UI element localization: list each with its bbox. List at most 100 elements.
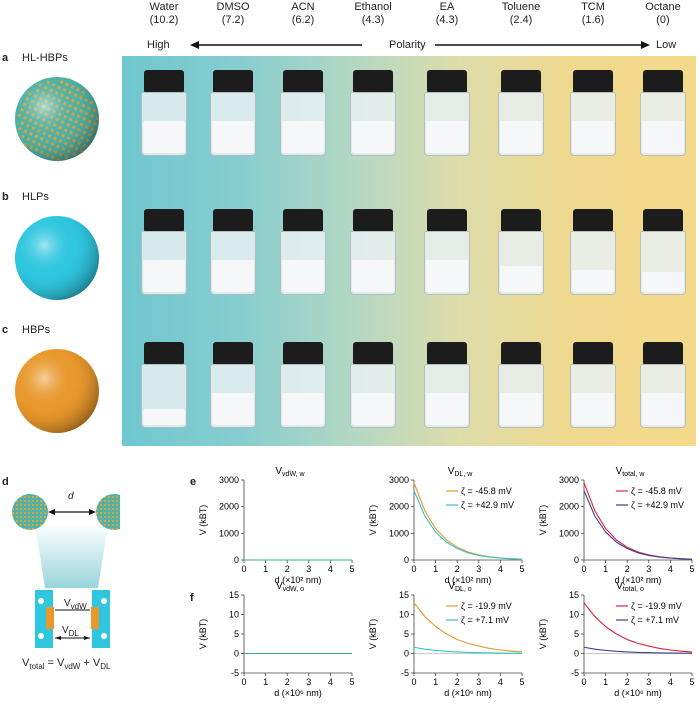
vial-dispersion — [352, 393, 394, 425]
y-axis-label: V (kBT) — [198, 505, 208, 536]
chart-title: Vtotal, w — [616, 466, 646, 478]
panel-label-a: a — [2, 52, 9, 64]
solvent-name: EA — [439, 1, 455, 13]
vial — [422, 342, 472, 428]
vial-glass — [498, 231, 544, 295]
x-tick-label: 3 — [476, 564, 481, 574]
vial-cap — [353, 70, 393, 92]
vial-glass — [350, 92, 396, 156]
chart-title-sub: DL, w — [454, 471, 473, 478]
x-tick-label: 4 — [668, 677, 673, 687]
polarity-arrow — [190, 41, 650, 49]
x-tick-label: 0 — [411, 564, 416, 574]
sample-name: HBPs — [22, 324, 51, 336]
vial-dispersion — [282, 121, 324, 153]
vial-cap — [501, 342, 541, 364]
series-line — [413, 490, 523, 560]
vial-cap — [573, 70, 613, 92]
vial-dispersion — [426, 121, 468, 153]
x-tick-label: 3 — [306, 564, 311, 574]
vial-glass — [210, 231, 256, 295]
vial-glass — [498, 92, 544, 156]
vial-dispersion — [572, 393, 614, 425]
vial — [348, 342, 398, 428]
vial-glass — [210, 364, 256, 428]
x-tick-label: 3 — [646, 677, 651, 687]
y-tick-label: 10 — [229, 610, 239, 620]
y-tick-label: 15 — [229, 590, 239, 600]
vial-dispersion — [500, 121, 542, 153]
vial — [638, 342, 688, 428]
x-tick-label: 5 — [349, 564, 354, 574]
solvent-polarity-index: (1.6) — [581, 14, 605, 26]
x-tick-label: 2 — [625, 677, 630, 687]
solvent-polarity-index: (10.2) — [149, 14, 179, 26]
vial-cap — [643, 70, 683, 92]
solvent-name: Octane — [645, 1, 681, 13]
vial-glass — [141, 364, 187, 428]
y-tick-label: 5 — [234, 629, 239, 639]
x-tick-label: 0 — [241, 564, 246, 574]
x-axis-label: d (×10² nm) — [445, 575, 492, 585]
vial-cap — [643, 342, 683, 364]
y-tick-label: 0 — [404, 555, 409, 565]
x-axis-label: d (×10² nm) — [615, 575, 662, 585]
panel-label-e: e — [190, 476, 197, 488]
panel-label-f: f — [190, 592, 194, 604]
solvent-column-header: Octane (0) — [625, 1, 700, 27]
y-axis-label: V (kBT) — [368, 619, 378, 650]
solvent-column-header: DMSO (7.2) — [195, 1, 271, 27]
vial-dispersion — [212, 393, 254, 425]
vial-cap — [353, 209, 393, 231]
vial — [348, 209, 398, 295]
vial-cap — [501, 209, 541, 231]
y-tick-label: 1000 — [559, 528, 579, 538]
vial-cap — [283, 342, 323, 364]
x-tick-label: 4 — [498, 677, 503, 687]
vial-glass — [498, 364, 544, 428]
vial — [278, 209, 328, 295]
vial-cap — [144, 342, 184, 364]
x-tick-label: 2 — [455, 564, 460, 574]
vial — [278, 342, 328, 428]
legend-entry: ζ = +42.9 mV — [631, 500, 684, 510]
vial-glass — [141, 231, 187, 295]
vial-cap — [283, 70, 323, 92]
vial-cap — [427, 209, 467, 231]
solvent-name: Toluene — [501, 1, 541, 13]
vial-glass — [350, 364, 396, 428]
vial — [638, 209, 688, 295]
solvent-polarity-index: (4.3) — [435, 14, 459, 26]
vial-glass — [640, 92, 686, 156]
vial-glass — [280, 364, 326, 428]
vial — [139, 70, 189, 156]
vial — [139, 342, 189, 428]
y-tick-label: 10 — [399, 610, 409, 620]
vdl-label: VDL — [62, 625, 79, 638]
vial-cap — [144, 209, 184, 231]
x-tick-label: 0 — [241, 677, 246, 687]
chart-title-sub: vdW, o — [283, 586, 305, 593]
x-tick-label: 1 — [603, 677, 608, 687]
vial-glass — [570, 231, 616, 295]
vial-glass — [640, 364, 686, 428]
vial-dispersion — [212, 260, 254, 292]
vial-cap — [573, 209, 613, 231]
vial-cap — [353, 342, 393, 364]
x-axis-label: d (×10⁶ nm) — [614, 688, 661, 698]
legend-entry: ζ = -45.8 mV — [631, 486, 682, 496]
vial-dispersion — [642, 272, 684, 292]
vial-cap — [501, 70, 541, 92]
particle-left — [12, 494, 48, 530]
x-tick-label: 0 — [581, 677, 586, 687]
y-tick-label: 2000 — [389, 502, 409, 512]
y-axis-label: V (kBT) — [538, 619, 548, 650]
panel-d-schematic — [12, 494, 120, 648]
vial-glass — [210, 92, 256, 156]
vial-glass — [280, 231, 326, 295]
y-tick-label: 2000 — [559, 502, 579, 512]
x-tick-label: 5 — [689, 677, 694, 687]
vial — [496, 342, 546, 428]
x-axis-label: d (×10⁶ nm) — [444, 688, 491, 698]
